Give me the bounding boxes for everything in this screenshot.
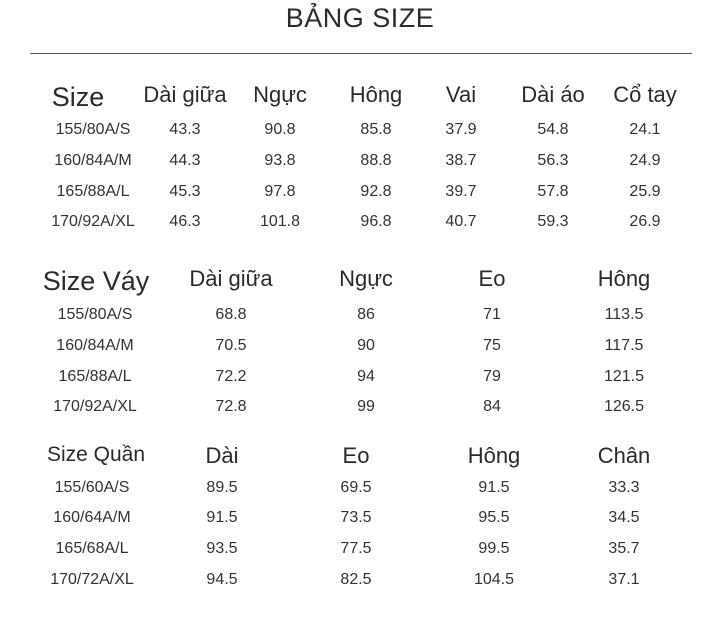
table-cell: 117.5 bbox=[604, 337, 644, 354]
table-cell: 40.7 bbox=[445, 213, 477, 230]
size-label: 155/80A/S bbox=[57, 306, 133, 323]
table-cell: 45.3 bbox=[169, 183, 201, 200]
table-cell: 56.3 bbox=[537, 152, 569, 169]
column-header: Hông bbox=[349, 82, 403, 107]
table-cell: 57.8 bbox=[537, 183, 569, 200]
column-header: Ngực bbox=[253, 82, 307, 107]
table-cell: 113.5 bbox=[604, 306, 644, 323]
column-header: Chân bbox=[597, 443, 651, 468]
size-label: 165/68A/L bbox=[55, 540, 129, 557]
column-header: Size Quần bbox=[46, 443, 146, 466]
table-cell: 69.5 bbox=[340, 479, 372, 496]
table-cell: 126.5 bbox=[603, 398, 645, 415]
column-header: Dài áo bbox=[521, 82, 585, 107]
table-cell: 88.8 bbox=[360, 152, 392, 169]
column-header: Vai bbox=[445, 82, 477, 107]
table-cell: 93.5 bbox=[206, 540, 238, 557]
table-cell: 89.5 bbox=[206, 479, 238, 496]
title-divider bbox=[30, 53, 692, 54]
table-cell: 121.5 bbox=[603, 368, 645, 385]
table-cell: 93.8 bbox=[264, 152, 296, 169]
column-header: Eo bbox=[478, 266, 506, 291]
column-header: Size bbox=[51, 82, 105, 112]
table-cell: 84 bbox=[483, 398, 501, 415]
table-cell: 35.7 bbox=[608, 540, 640, 557]
table-cell: 68.8 bbox=[215, 306, 247, 323]
column-header: Eo bbox=[342, 443, 370, 468]
size-label: 165/88A/L bbox=[56, 183, 130, 200]
table-cell: 37.1 bbox=[608, 571, 640, 588]
size-label: 160/64A/M bbox=[53, 509, 131, 526]
table-cell: 38.7 bbox=[445, 152, 477, 169]
table-cell: 59.3 bbox=[537, 213, 569, 230]
table-cell: 92.8 bbox=[360, 183, 392, 200]
size-label: 155/60A/S bbox=[54, 479, 130, 496]
table-cell: 71 bbox=[483, 306, 501, 323]
table-cell: 85.8 bbox=[360, 121, 392, 138]
table-cell: 91.5 bbox=[206, 509, 238, 526]
column-header: Hông bbox=[597, 266, 651, 291]
size-label: 165/88A/L bbox=[58, 368, 132, 385]
column-header: Dài giữa bbox=[189, 266, 273, 291]
table-cell: 75 bbox=[483, 337, 501, 354]
table-cell: 26.9 bbox=[629, 213, 661, 230]
size-label: 170/92A/XL bbox=[53, 398, 137, 415]
table-cell: 43.3 bbox=[169, 121, 201, 138]
table-cell: 70.5 bbox=[215, 337, 247, 354]
table-cell: 94 bbox=[357, 368, 375, 385]
table-cell: 82.5 bbox=[340, 571, 372, 588]
table-cell: 54.8 bbox=[537, 121, 569, 138]
table-cell: 99.5 bbox=[478, 540, 510, 557]
table-cell: 94.5 bbox=[206, 571, 238, 588]
table-cell: 77.5 bbox=[340, 540, 372, 557]
table-cell: 46.3 bbox=[169, 213, 201, 230]
table-cell: 95.5 bbox=[478, 509, 510, 526]
column-header: Size Váy bbox=[42, 266, 150, 296]
column-header: Dài giữa bbox=[143, 82, 227, 107]
size-label: 160/84A/M bbox=[54, 152, 132, 169]
column-header: Hông bbox=[467, 443, 521, 468]
column-header: Dài bbox=[205, 443, 239, 468]
table-cell: 97.8 bbox=[264, 183, 296, 200]
table-cell: 73.5 bbox=[340, 509, 372, 526]
table-cell: 24.1 bbox=[629, 121, 661, 138]
table-cell: 72.8 bbox=[215, 398, 247, 415]
column-header: Cổ tay bbox=[613, 82, 677, 107]
table-cell: 79 bbox=[483, 368, 501, 385]
size-label: 170/92A/XL bbox=[51, 213, 135, 230]
table-cell: 104.5 bbox=[473, 571, 515, 588]
table-cell: 39.7 bbox=[445, 183, 477, 200]
table-cell: 33.3 bbox=[608, 479, 640, 496]
table-cell: 91.5 bbox=[478, 479, 510, 496]
table-cell: 44.3 bbox=[169, 152, 201, 169]
table-cell: 90.8 bbox=[264, 121, 296, 138]
table-cell: 25.9 bbox=[629, 183, 661, 200]
table-cell: 101.8 bbox=[259, 213, 301, 230]
table-cell: 34.5 bbox=[608, 509, 640, 526]
column-header: Ngực bbox=[339, 266, 393, 291]
page-title: BẢNG SIZE bbox=[285, 3, 435, 33]
size-label: 155/80A/S bbox=[55, 121, 131, 138]
table-cell: 96.8 bbox=[360, 213, 392, 230]
size-label: 170/72A/XL bbox=[50, 571, 134, 588]
table-cell: 86 bbox=[357, 306, 375, 323]
size-label: 160/84A/M bbox=[56, 337, 134, 354]
table-cell: 72.2 bbox=[215, 368, 247, 385]
table-cell: 37.9 bbox=[445, 121, 477, 138]
table-cell: 99 bbox=[357, 398, 375, 415]
table-cell: 24.9 bbox=[629, 152, 661, 169]
table-cell: 90 bbox=[357, 337, 375, 354]
